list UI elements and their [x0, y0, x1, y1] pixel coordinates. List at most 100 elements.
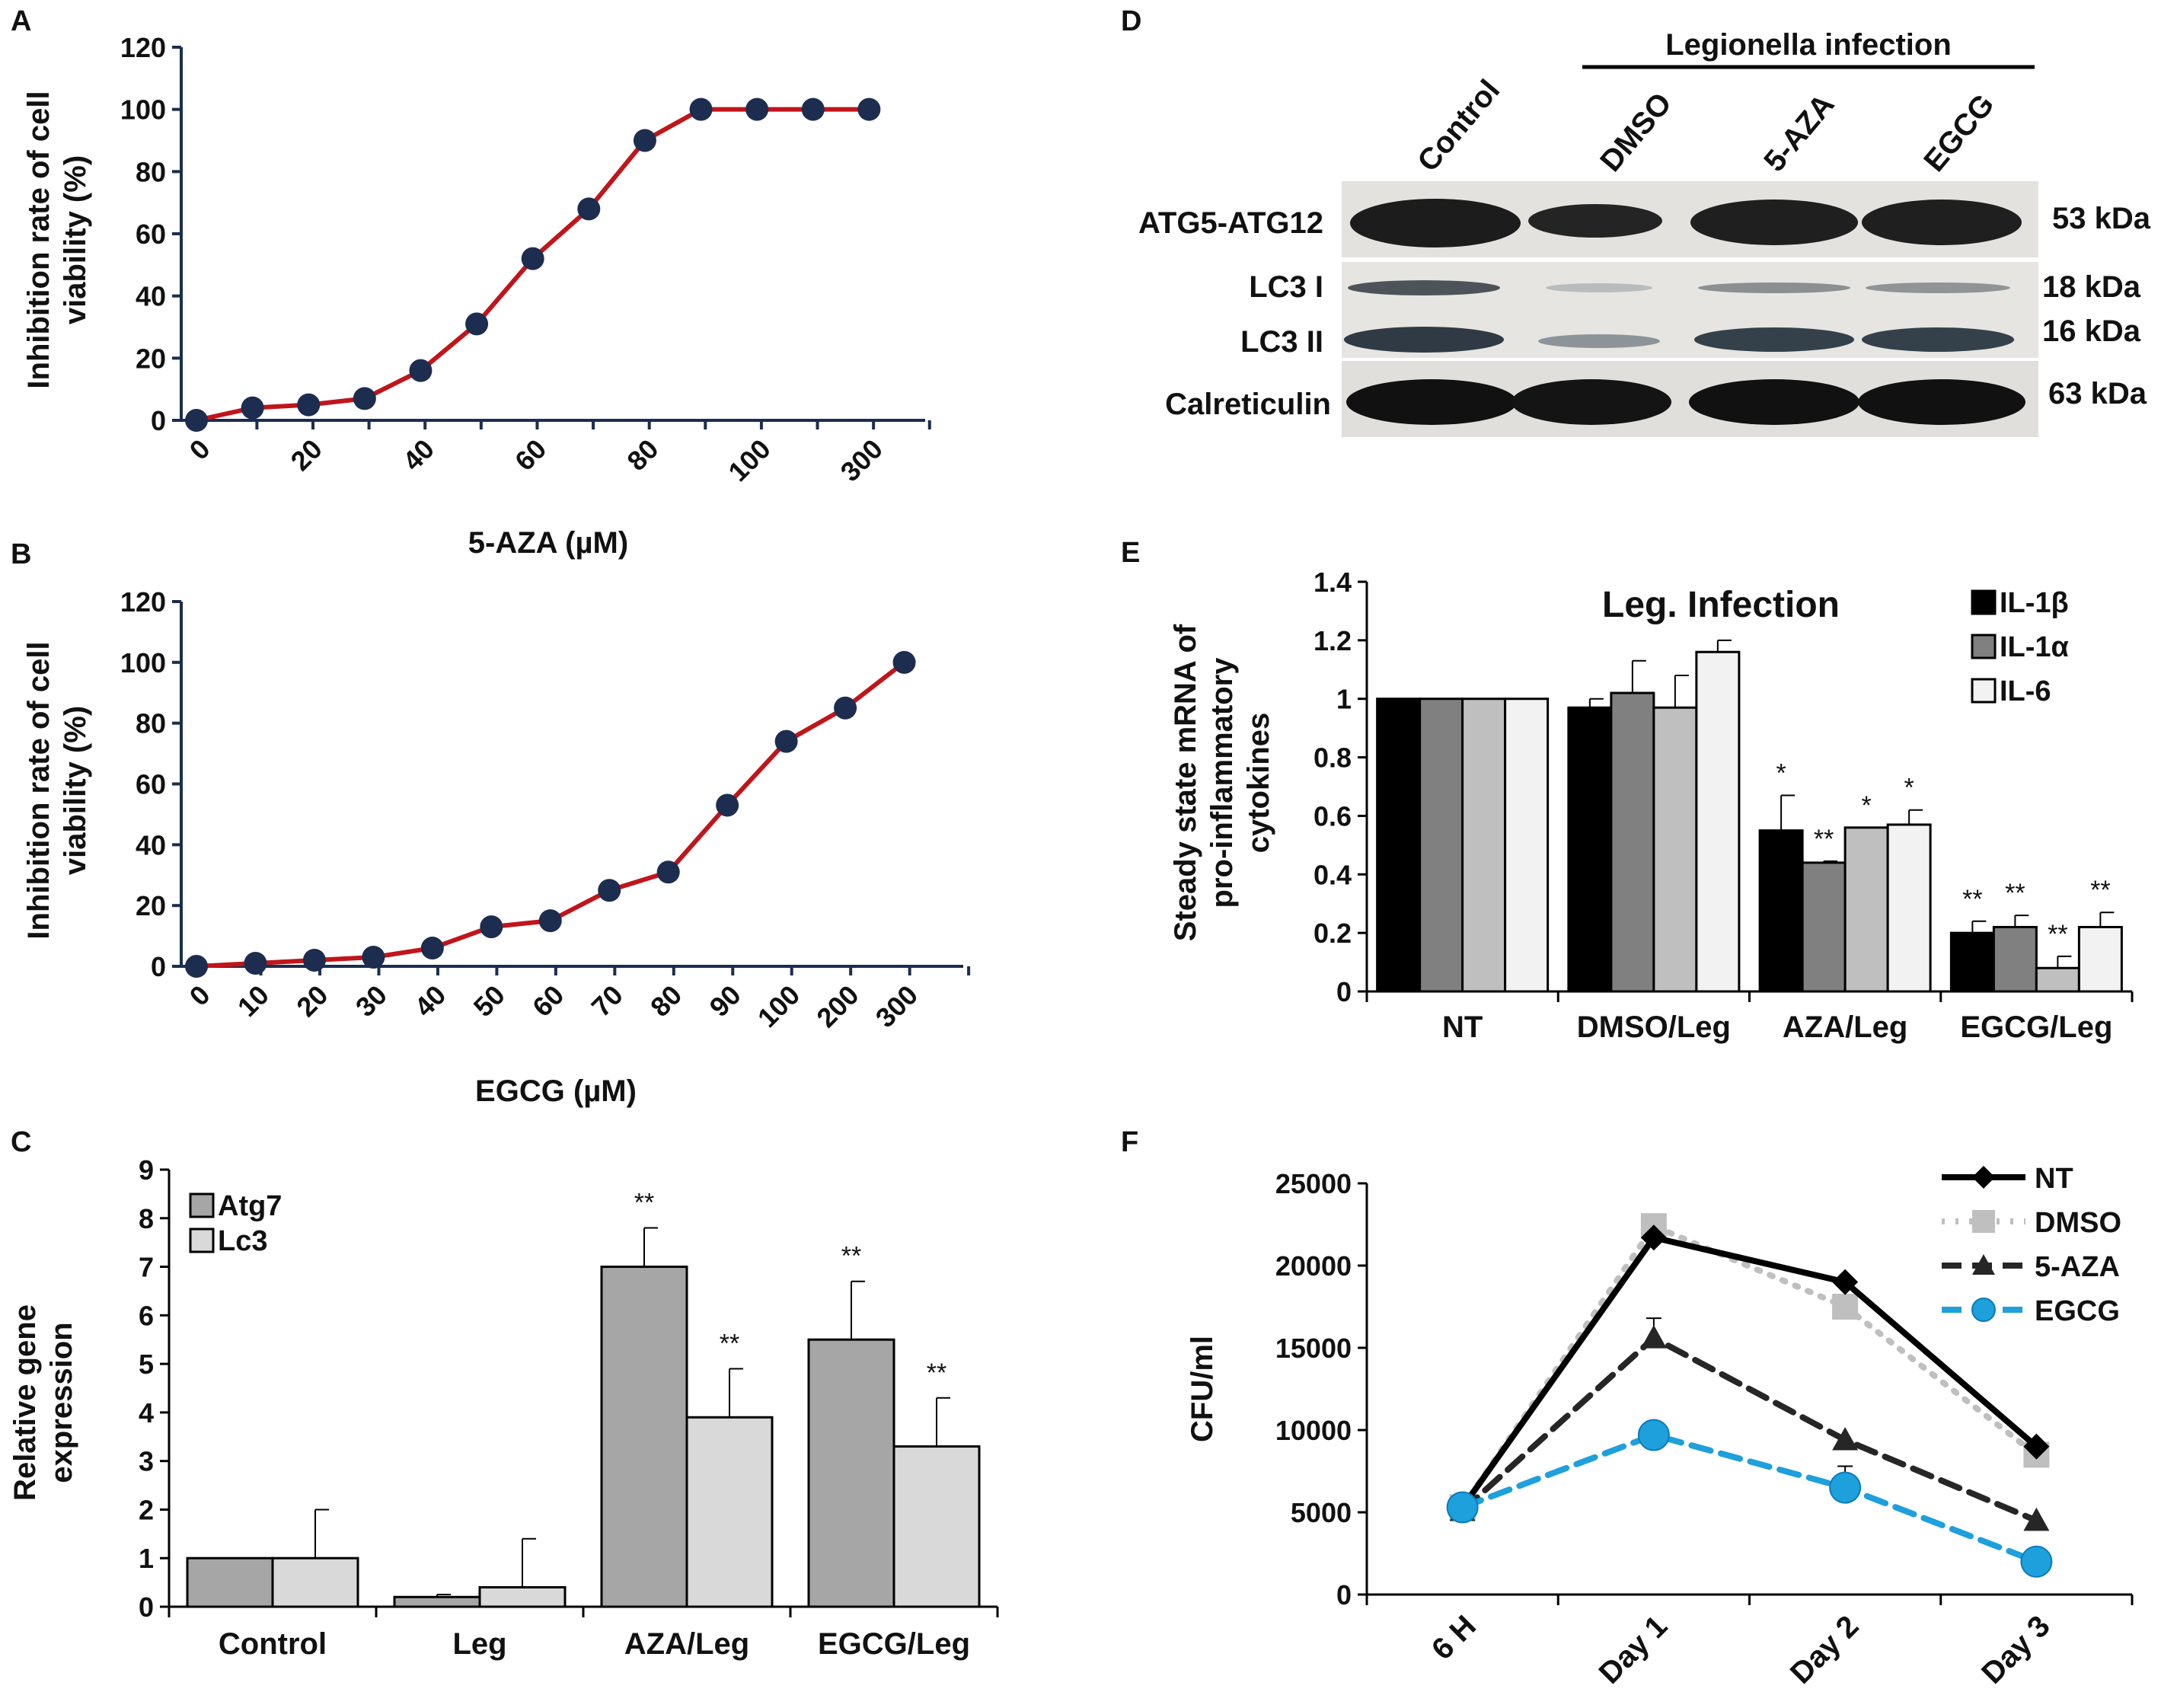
chartF-ytick-label: 10000: [1275, 1415, 1352, 1446]
chartF-xtick-label: Day 2: [1784, 1609, 1866, 1690]
chartF-ytick-label: 0: [1336, 1579, 1352, 1611]
chartF-data-point: [1640, 1224, 1667, 1251]
chartB-data-point: [716, 793, 739, 817]
band-lc3ii-egcg: [1862, 327, 2014, 352]
chartA-data-point: [745, 97, 769, 121]
blot-row-calr: Calreticulin: [1165, 388, 1331, 421]
chart-b-ylabel-1: Inhibition rate of cell: [22, 641, 56, 939]
chartE-significance-mark: *: [1904, 774, 1914, 803]
chartA-data-point: [353, 387, 376, 410]
chartC-category-label: EGCG/Leg: [818, 1627, 970, 1661]
band-calr-egcg: [1858, 379, 2025, 425]
chartC-bar: [892, 1445, 981, 1608]
chart-f: CFU/ml 0 5000 10000 15000 20000 25000 6 H Day 1…: [1186, 1163, 2134, 1690]
chartF-data-point: [2023, 1507, 2050, 1531]
band-atg-5aza: [1690, 200, 1858, 245]
chartE-significance-mark: *: [1862, 791, 1872, 820]
chartF-data-point: [1640, 1325, 1667, 1349]
chartA-xtick-label: 100: [722, 433, 776, 487]
chartF-series-line: [1459, 1234, 2040, 1511]
chartF-ytick-label: 5000: [1291, 1497, 1352, 1528]
western-blot: Legionella infection Control DMSO 5-AZA …: [1138, 28, 2151, 437]
chartA-ytick-label: 120: [120, 32, 166, 63]
chartB-xtick-label: 200: [810, 979, 864, 1033]
chartB-data-point: [302, 949, 326, 972]
blot-size-atg: 53 kDa: [2052, 202, 2151, 235]
chartF-data-point: [1829, 1471, 1862, 1504]
chartF-data-point: [1637, 1419, 1670, 1451]
chartB-ytick-label: 120: [120, 586, 166, 618]
panel-letter-a: A: [11, 5, 31, 37]
chartB-xtick-label: 300: [870, 979, 924, 1033]
chartE-category-label: AZA/Leg: [1783, 1010, 1907, 1044]
blot-size-lc3i: 18 kDa: [2042, 270, 2141, 304]
chartB-data-point: [362, 946, 385, 969]
chartC-legend-swatch: [189, 1228, 215, 1253]
chartF-data-point: [1972, 1210, 1995, 1233]
band-atg-control: [1350, 199, 1521, 247]
chartF-ytick-label: 15000: [1275, 1333, 1352, 1364]
blot-lane-control: Control: [1411, 74, 1506, 178]
chartC-category-label: Leg: [452, 1627, 506, 1661]
chartF-data-point: [1832, 1294, 1859, 1320]
chart-a-ylabel-1: Inhibition rate of cell: [22, 91, 56, 388]
chartF-data-point: [1972, 1166, 1995, 1189]
chartA-ytick-label: 60: [136, 219, 166, 250]
chartE-legend-swatch: [1971, 634, 1997, 659]
chartA-data-point: [577, 197, 601, 221]
chart-c-ylabel-1: Relative gene: [8, 1304, 42, 1501]
chartB-ytick-label: 100: [120, 647, 166, 678]
chartE-ytick-label: 0: [1336, 976, 1352, 1007]
chartE-ytick-label: 1.4: [1314, 567, 1352, 598]
chartE-significance-mark: **: [2048, 920, 2067, 949]
chartA-data-point: [633, 129, 656, 152]
chartE-significance-mark: **: [2090, 876, 2110, 905]
chartF-data-point: [2023, 1433, 2050, 1460]
chartE-bar: [1376, 698, 1422, 993]
chartA-ytick-label: 100: [120, 94, 166, 126]
chartC-category-label: AZA/Leg: [624, 1627, 749, 1661]
chartC-ytick-label: 3: [139, 1446, 154, 1477]
chartF-data-point: [1446, 1491, 1479, 1524]
chartE-legend-label: IL-1α: [2000, 631, 2069, 663]
chartA-data-point: [297, 393, 321, 417]
chartE-bar: [1992, 925, 2038, 993]
panel-letter-b: B: [11, 538, 31, 570]
chartB-data-point: [834, 696, 857, 720]
chartC-bar: [807, 1338, 895, 1608]
chartC-significance-mark: **: [720, 1329, 739, 1358]
chartB-ytick-label: 40: [136, 829, 166, 860]
chartC-category-label: Control: [219, 1627, 327, 1661]
chartC-legend-label: Atg7: [218, 1190, 282, 1222]
chartC-bar: [478, 1585, 567, 1608]
chart-b-xlabel: EGCG (µM): [475, 1074, 637, 1108]
chartE-category-label: DMSO/Leg: [1577, 1010, 1731, 1044]
blot-lane-dmso: DMSO: [1594, 87, 1678, 178]
chartB-xtick-label: 20: [290, 979, 334, 1023]
chartE-legend-label: IL-1β: [2000, 587, 2069, 619]
chartB-xtick-label: 40: [408, 979, 452, 1023]
chartB-data-point: [598, 879, 621, 902]
chartA-xtick-label: 300: [835, 433, 889, 487]
blot-row-lc3ii: LC3 II: [1240, 325, 1323, 359]
chartA-xtick-label: 20: [285, 433, 328, 477]
chartE-bar: [1567, 706, 1613, 993]
chartE-legend-label: IL-6: [2000, 675, 2051, 707]
chartA-data-point: [465, 312, 489, 336]
chartF-xtick-label: Day 3: [1975, 1609, 2057, 1690]
chartC-bar: [271, 1556, 359, 1608]
chartE-ytick-label: 1.2: [1314, 625, 1352, 656]
band-lc3i-egcg: [1866, 283, 2010, 293]
chartF-data-point: [1832, 1269, 1859, 1295]
chartB-xtick-label: 80: [644, 979, 688, 1023]
chartB-xtick-label: 90: [704, 979, 747, 1023]
chartE-bar: [1949, 931, 1995, 993]
chartE-bar: [1695, 650, 1741, 993]
chartA-xtick-label: 80: [621, 433, 664, 477]
chartF-ytick-label: 20000: [1275, 1250, 1352, 1282]
chartA-data-point: [689, 97, 713, 121]
chartB-data-point: [480, 915, 503, 939]
chartE-ytick-label: 0.8: [1314, 742, 1352, 774]
band-lc3i-5aza: [1698, 283, 1850, 293]
